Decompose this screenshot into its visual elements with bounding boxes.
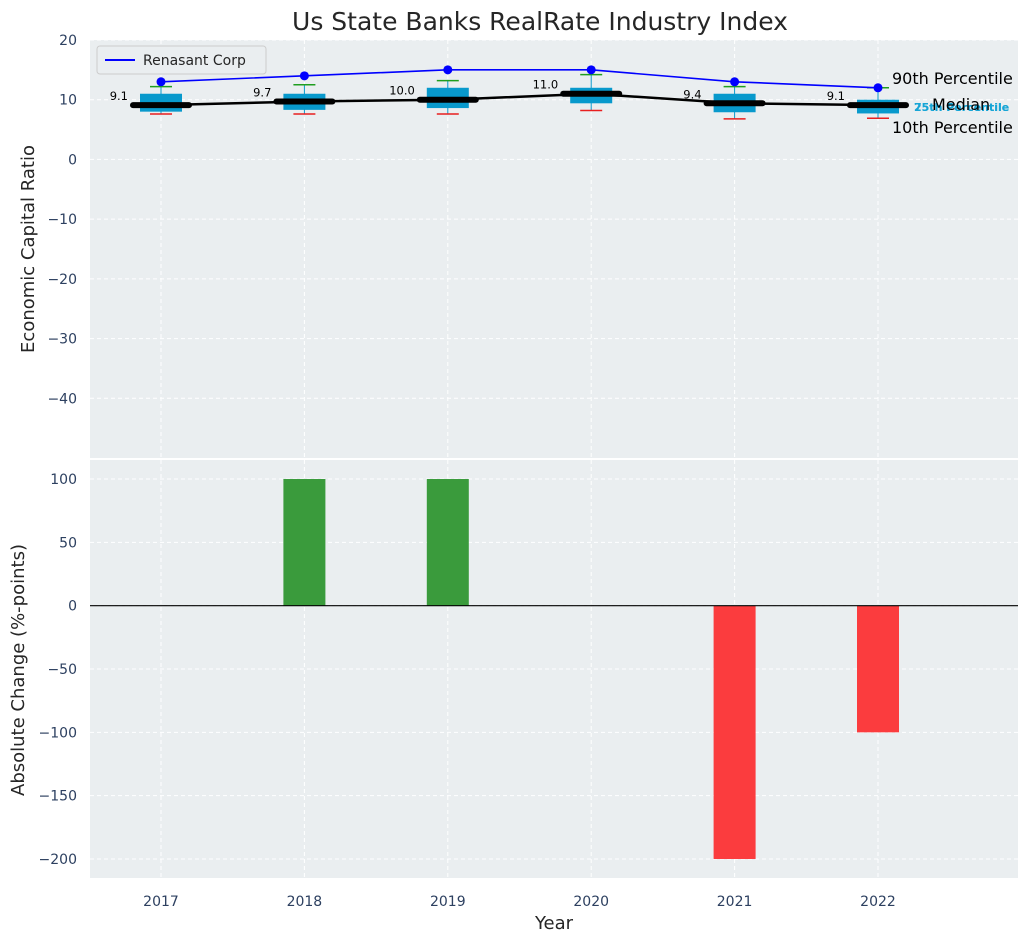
- change-bar: [713, 605, 756, 859]
- bottom-y-tick-label: 0: [68, 599, 77, 615]
- median-value-label: 9.7: [253, 86, 271, 100]
- bottom-y-ticks: 100 50 0 −50 −100 −150 −200: [39, 472, 77, 868]
- x-tick-label: 2018: [287, 894, 323, 910]
- top-y-tick-label: −30: [47, 332, 77, 348]
- p25-annotation: 25th Percentile: [914, 101, 1009, 114]
- top-y-axis-label: Economic Capital Ratio: [18, 145, 39, 353]
- series-point: [156, 77, 166, 87]
- top-panel: 20 10 0 −10 −20 −30 −40 9.1 9.7 10.0 11.0 9.4 9.1 7…: [18, 7, 1018, 458]
- legend: Renasant Corp: [96, 45, 267, 75]
- p75-annotation: 75th Percentile: [914, 101, 1009, 114]
- top-y-tick-label: −20: [47, 272, 77, 288]
- bottom-y-tick-label: −50: [47, 662, 77, 678]
- top-grid: [90, 39, 1018, 458]
- change-bar: [426, 479, 469, 606]
- p10-annotation: 10th Percentile: [892, 118, 1013, 137]
- legend-label: Renasant Corp: [143, 53, 246, 69]
- median-value-label: 9.4: [683, 87, 701, 101]
- median-value-labels: 9.1 9.7 10.0 11.0 9.4 9.1: [110, 78, 845, 103]
- median-line: [130, 90, 909, 109]
- change-bars: [283, 479, 899, 859]
- bottom-y-tick-label: −200: [39, 852, 77, 868]
- bottom-y-tick-label: 100: [50, 472, 77, 488]
- change-bar: [283, 479, 326, 606]
- top-y-tick-label: 20: [59, 33, 77, 49]
- bottom-y-tick-label: 50: [59, 535, 77, 551]
- x-ticks: 2017 2018 2019 2020 2021 2022: [143, 894, 896, 910]
- x-axis-label: Year: [534, 913, 574, 934]
- legend-box: [96, 45, 267, 75]
- p90-annotation: 90th Percentile: [892, 69, 1013, 88]
- x-tick-label: 2020: [573, 894, 609, 910]
- bottom-y-axis-label: Absolute Change (%-points): [8, 544, 29, 796]
- series-point: [443, 65, 453, 75]
- change-bar: [857, 605, 899, 733]
- bottom-y-tick-label: −150: [39, 789, 77, 805]
- median-annotation: Median: [932, 95, 990, 114]
- top-y-tick-label: −40: [47, 391, 77, 407]
- series-point: [586, 65, 596, 75]
- series-point: [873, 83, 883, 93]
- x-tick-label: 2019: [430, 894, 466, 910]
- x-tick-label: 2022: [860, 894, 896, 910]
- top-y-tick-label: 10: [59, 93, 77, 109]
- top-y-tick-label: −10: [47, 212, 77, 228]
- x-tick-label: 2021: [717, 894, 753, 910]
- median-value-label: 11.0: [533, 78, 559, 92]
- series-point: [730, 77, 740, 87]
- bottom-y-tick-label: −100: [39, 725, 77, 741]
- percentile-annotations: 75th Percentile 25th Percentile 90th Per…: [892, 69, 1013, 137]
- series-renasant-corp: [156, 65, 883, 93]
- top-y-ticks: 20 10 0 −10 −20 −30 −40: [47, 33, 77, 407]
- series-line: [160, 69, 879, 89]
- series-point: [299, 71, 309, 81]
- median-value-label: 9.1: [110, 89, 128, 103]
- x-tick-label: 2017: [143, 894, 179, 910]
- median-value-label: 10.0: [389, 84, 415, 98]
- median-value-label: 9.1: [827, 89, 845, 103]
- top-y-tick-label: 0: [68, 152, 77, 168]
- chart-title: Us State Banks RealRate Industry Index: [292, 7, 788, 36]
